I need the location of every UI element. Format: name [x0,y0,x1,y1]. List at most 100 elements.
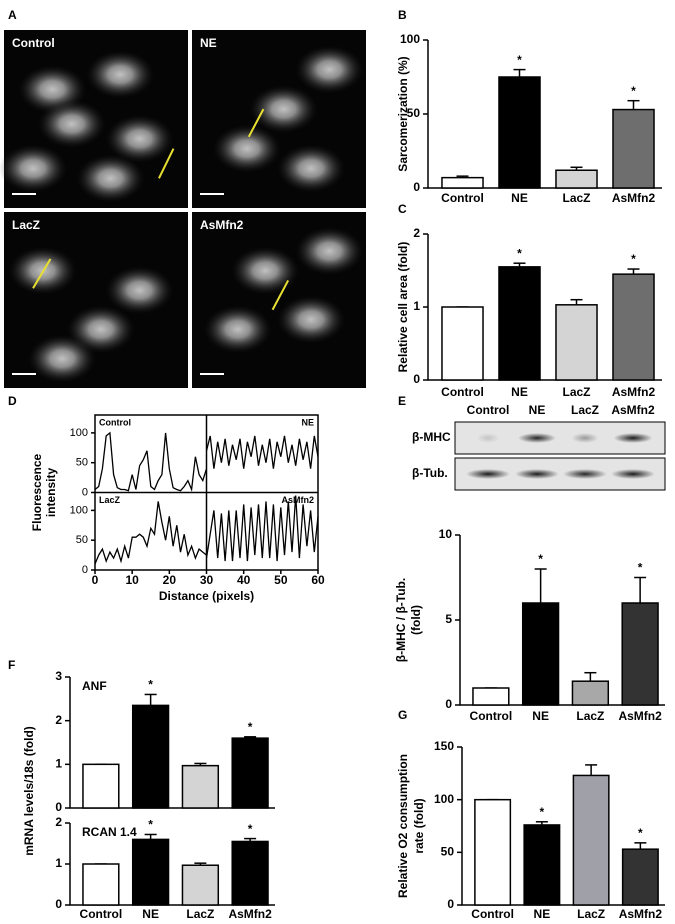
y-tick-label: 2 [55,713,62,727]
series-label: Control [99,417,131,427]
panel-label: D [8,394,17,408]
y-tick-label: 1 [413,299,420,313]
bar [572,774,610,906]
x-tick-label: NE [511,385,528,399]
profile-trace [205,495,319,562]
y-axis-label: (fold) [409,605,423,635]
blot-row-label: β-Tub. [412,466,448,480]
bar [521,602,560,706]
x-axis-label: Distance (pixels) [159,589,254,603]
blot-band [563,469,607,479]
profile-line [247,108,265,138]
x-tick-label: 40 [237,573,251,587]
panel-label: B [398,8,407,22]
y-tick-label: 100 [70,504,88,516]
y-tick-label: 0 [82,564,88,576]
x-tick-label: LacZ [562,191,590,205]
significance-mark: * [638,561,643,575]
micrograph-label: LacZ [12,218,40,232]
profile-line [158,148,175,179]
cell [277,295,346,344]
x-tick-label: Control [441,385,484,399]
y-tick-label: 50 [76,534,88,546]
y-tick-label: 0 [82,486,88,498]
blot-band [571,433,599,443]
x-tick-label: 10 [125,573,139,587]
significance-mark: * [148,678,153,692]
cell [105,114,174,163]
x-tick-label: LacZ [186,907,214,921]
significance-mark: * [638,826,643,840]
x-tick-label: Control [470,709,513,723]
cell [37,99,106,148]
x-tick-label: AsMfn2 [612,385,656,399]
y-axis-label: Sarcomerization (%) [396,56,410,171]
panel-label: E [398,394,406,408]
cell [28,334,97,383]
y-tick-label: 50 [441,845,455,859]
x-tick-label: NE [511,191,528,205]
significance-mark: * [540,805,545,819]
y-axis-label: Fluorescence [30,453,44,531]
x-tick-label: NE [534,907,551,921]
blot-column-label: LacZ [571,403,599,417]
y-tick-label: 50 [407,106,421,120]
cell [86,50,155,99]
blot-column-label: Control [467,403,510,417]
y-tick-label: 1 [55,757,62,771]
blot-row-label: β-MHC [412,430,451,444]
y-tick-label: 0 [55,800,62,814]
x-tick-label: LacZ [562,385,590,399]
panel-label: C [398,202,407,216]
bar [131,838,170,906]
cell [212,124,281,173]
x-tick-label: Control [471,907,514,921]
x-tick-label: 20 [163,573,177,587]
y-tick-label: 2 [413,226,420,240]
bar [82,863,120,906]
bar [555,169,598,189]
blot-band [466,469,510,479]
series-label: AsMfn2 [281,495,314,505]
x-tick-label: NE [142,907,159,921]
x-tick-label: AsMfn2 [612,191,656,205]
profile-trace [205,435,319,469]
profile-trace [94,501,207,565]
y-tick-label: 150 [434,739,454,753]
y-tick-label: 5 [445,612,452,626]
cell [295,227,364,276]
chart-title: ANF [82,679,107,693]
x-tick-label: AsMfn2 [228,907,272,921]
bar [498,266,541,381]
significance-mark: * [517,246,522,260]
panel-label: A [8,8,17,22]
y-tick-label: 10 [439,527,453,541]
cell [249,85,318,134]
blot-band [613,433,653,443]
y-tick-label: 100 [400,32,420,46]
x-tick-label: Control [80,907,123,921]
bar [472,687,510,706]
micrograph-label: NE [200,36,217,50]
bar [621,602,659,706]
y-axis-label: mRNA levels/18s (fold) [22,726,36,856]
y-tick-label: 50 [76,457,88,469]
x-tick-label: 30 [200,573,214,587]
significance-mark: * [631,84,636,98]
bar [612,273,655,381]
micrograph-label: AsMfn2 [200,218,244,232]
y-tick-label: 100 [434,792,454,806]
significance-mark: * [517,53,522,67]
blot-band [515,469,559,479]
y-tick-label: 0 [55,897,62,911]
significance-mark: * [631,252,636,266]
y-axis-label: rate (fold) [412,798,426,853]
y-tick-label: 1 [55,856,62,870]
bar [131,704,170,809]
blot-band [611,469,655,479]
x-tick-label: 60 [311,573,325,587]
profile-trace [94,431,208,493]
x-tick-label: 0 [92,573,99,587]
panel-label: F [8,658,15,672]
